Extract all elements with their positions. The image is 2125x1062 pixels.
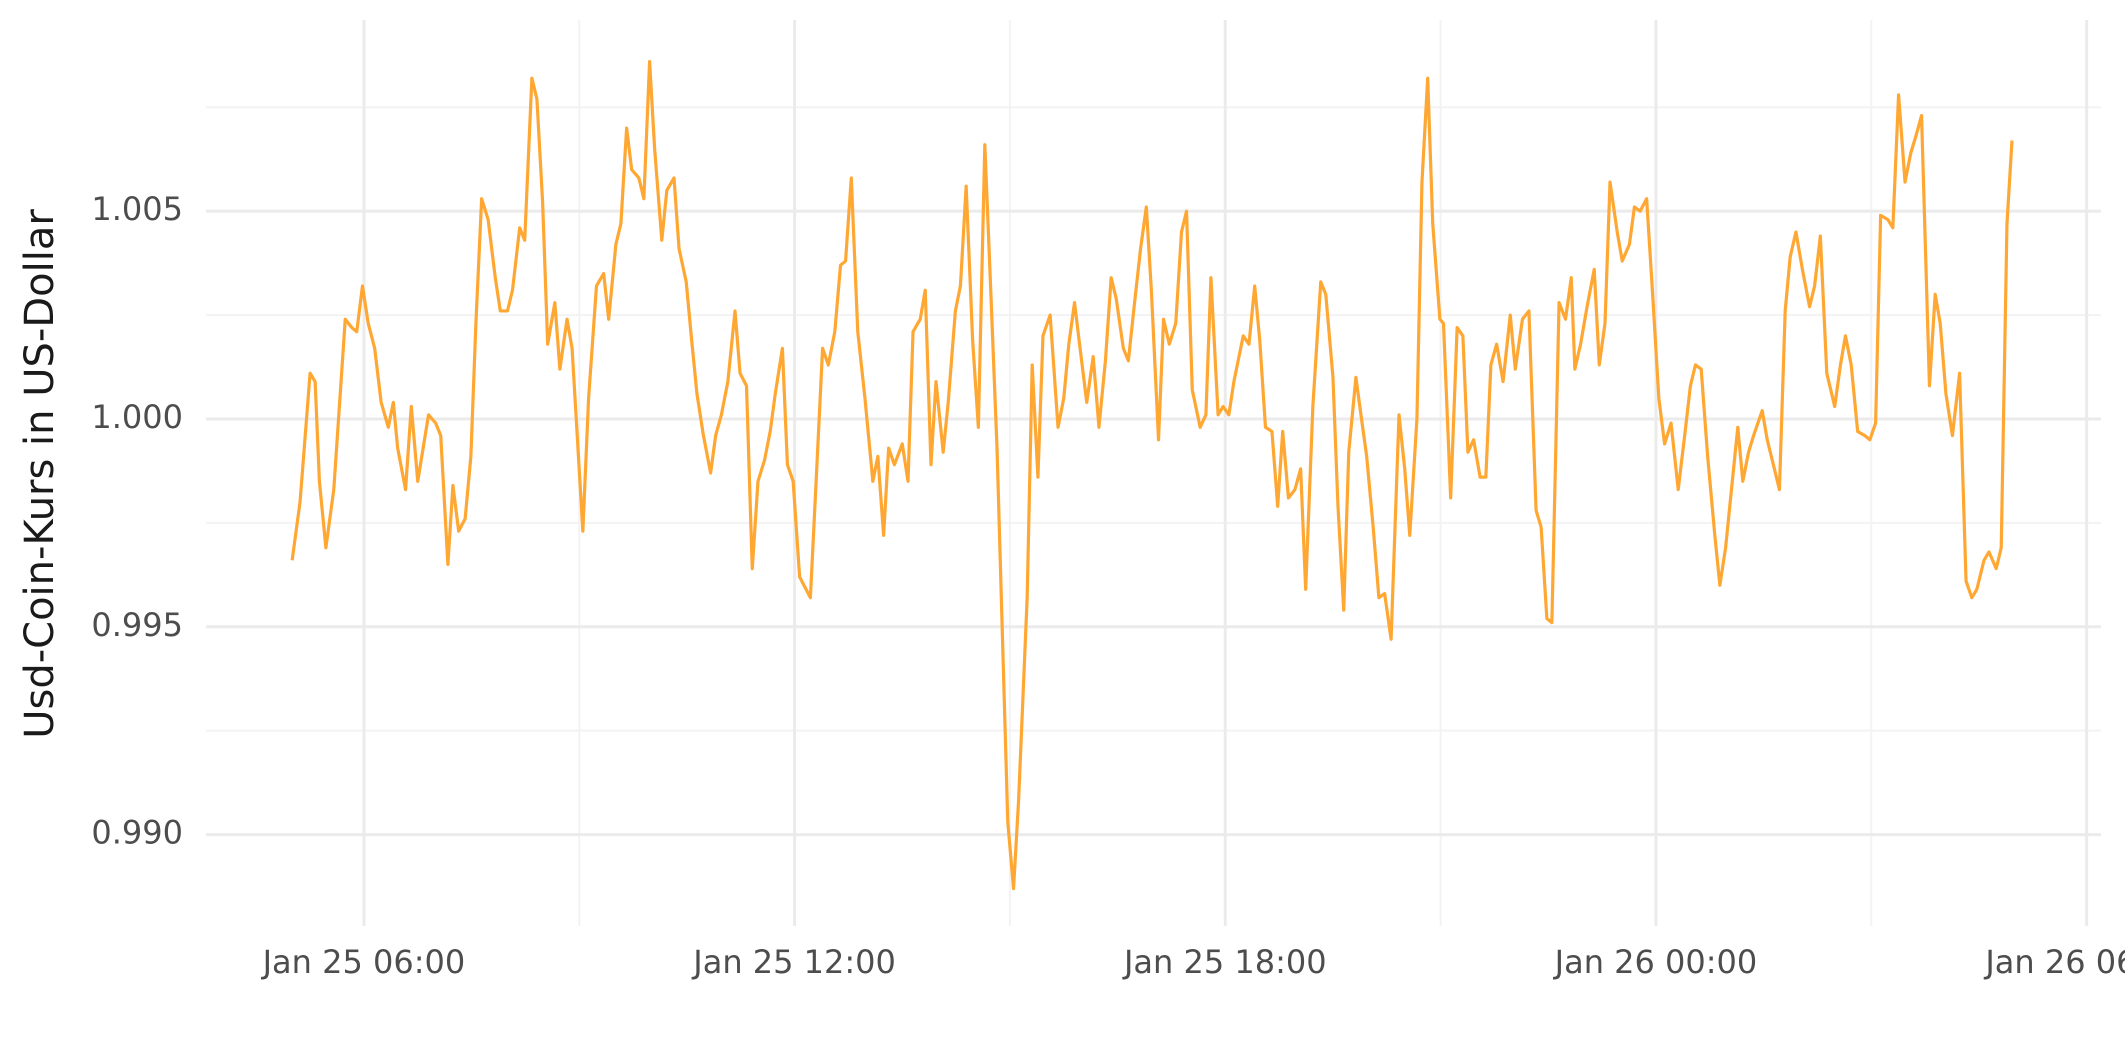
x-tick-label: Jan 25 12:00 [691, 943, 896, 981]
price-line [290, 59, 2014, 891]
x-tick-label: Jan 25 06:00 [261, 943, 466, 981]
y-tick-label: 1.000 [91, 398, 183, 436]
x-tick-label: Jan 25 18:00 [1122, 943, 1327, 981]
y-axis-title: Usd-Coin-Kurs in US-Dollar [17, 209, 63, 739]
y-tick-label: 0.990 [91, 814, 183, 852]
y-tick-label: 1.005 [91, 190, 183, 228]
x-tick-label: Jan 26 00:00 [1553, 943, 1758, 981]
y-tick-label: 0.995 [91, 606, 183, 644]
grid [206, 20, 2101, 926]
plot-area [290, 59, 2014, 891]
x-tick-label: Jan 26 06:00 [1983, 943, 2125, 981]
